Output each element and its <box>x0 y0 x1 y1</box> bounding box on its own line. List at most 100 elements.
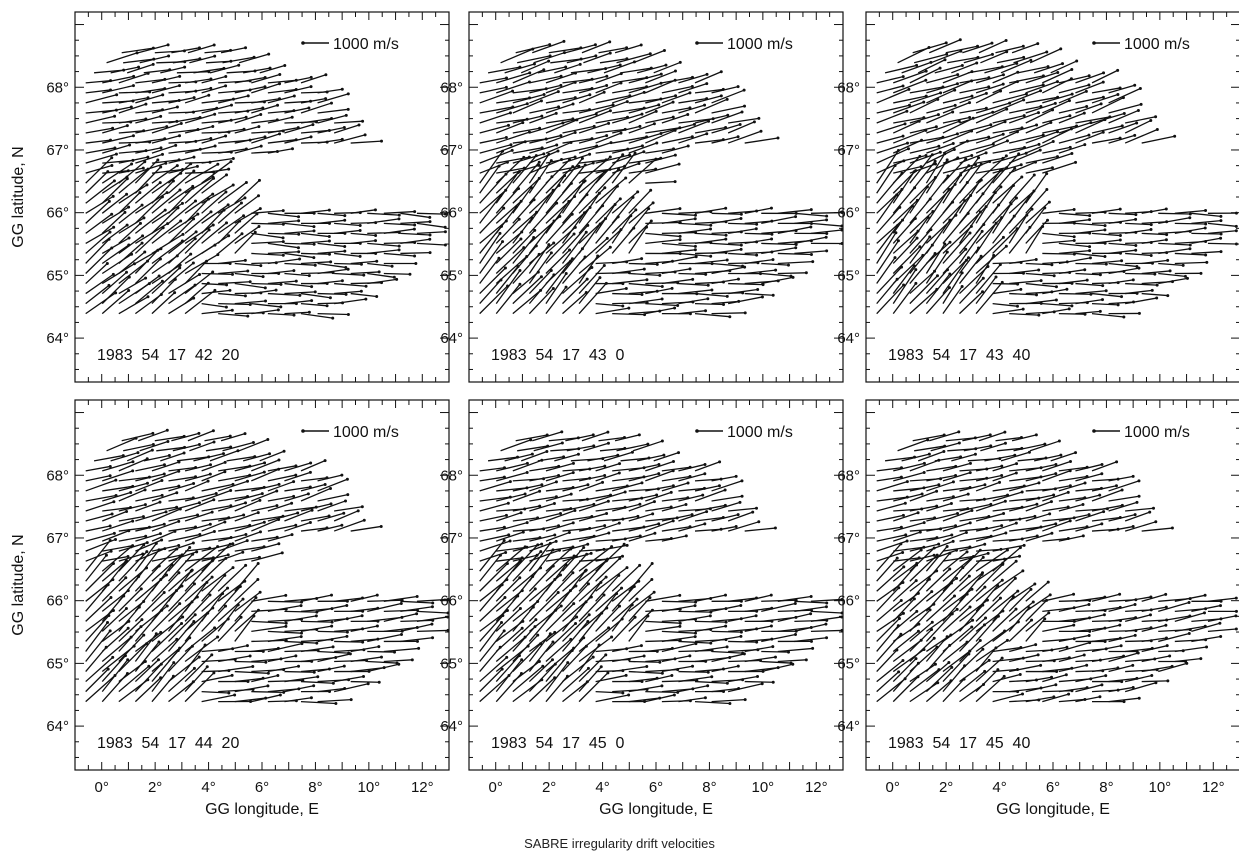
drift-vector <box>134 196 163 224</box>
vector-head <box>178 74 182 78</box>
drift-vector <box>636 64 667 74</box>
drift-vector <box>496 531 524 542</box>
drift-vector <box>1174 222 1206 225</box>
y-tick-label: 67° <box>46 142 69 159</box>
vector-head <box>551 564 555 568</box>
drift-vector <box>118 643 148 673</box>
drift-vector <box>317 494 348 502</box>
vector-head <box>606 430 610 434</box>
vector-head <box>540 483 544 487</box>
vector-head <box>999 185 1003 189</box>
vector-head <box>660 439 664 443</box>
drift-vector <box>628 615 649 642</box>
vector-head <box>538 504 542 508</box>
drift-vector <box>251 222 284 225</box>
drift-vector <box>595 587 622 612</box>
drift-vector <box>1125 297 1157 305</box>
vector-head <box>126 589 130 593</box>
drift-vector <box>529 90 559 104</box>
drift-vector <box>1174 252 1206 256</box>
vector-head <box>430 605 434 609</box>
vector-head <box>922 100 926 104</box>
drift-vector <box>205 446 231 452</box>
drift-vector <box>909 154 933 184</box>
vector-head <box>1081 502 1085 506</box>
vector-head <box>550 658 554 662</box>
vector-head <box>1100 522 1104 526</box>
vector-head <box>725 258 729 262</box>
drift-vector <box>992 197 1017 224</box>
drift-vector <box>118 192 141 214</box>
vector-head <box>145 457 149 461</box>
vector-head <box>443 225 447 229</box>
vector-head <box>342 511 346 515</box>
drift-vector <box>1058 219 1090 224</box>
vector-head <box>1074 451 1078 455</box>
drift-vector <box>416 231 446 235</box>
vector-head <box>530 452 534 456</box>
vector-head <box>508 480 512 484</box>
drift-vector <box>495 266 519 294</box>
drift-vector <box>595 506 626 512</box>
vector-head <box>504 85 508 89</box>
drift-vector <box>151 172 182 194</box>
vector-head <box>1022 114 1026 118</box>
drift-vector <box>661 76 693 84</box>
drift-vector <box>893 70 927 84</box>
vector-head <box>145 566 149 570</box>
drift-vector <box>101 176 128 194</box>
drift-vector <box>1158 248 1191 255</box>
vector-head <box>945 52 949 56</box>
y-tick-label: 67° <box>440 530 463 547</box>
vector-head <box>617 167 621 171</box>
drift-vector <box>1042 491 1069 502</box>
drift-vector <box>892 230 919 254</box>
drift-vector <box>678 463 706 472</box>
vector-head <box>331 645 335 649</box>
drift-vector <box>1158 272 1186 278</box>
drift-vector <box>201 521 226 532</box>
drift-vector <box>694 88 724 94</box>
vector-head <box>901 513 905 517</box>
drift-vector <box>317 108 349 114</box>
drift-vector <box>599 447 625 452</box>
y-tick-label: 67° <box>837 530 860 547</box>
vector-head <box>955 132 959 136</box>
drift-vector <box>267 465 297 472</box>
drift-vector <box>1042 252 1075 255</box>
drift-vector <box>595 154 624 184</box>
vector-head <box>240 232 244 236</box>
vector-head <box>209 463 213 467</box>
vector-head <box>1059 453 1063 457</box>
vector-head <box>533 625 537 629</box>
vector-head <box>518 576 522 580</box>
vector-head <box>1204 209 1208 213</box>
vector-head <box>498 645 502 649</box>
vector-head <box>129 490 133 494</box>
drift-vector <box>810 629 843 633</box>
vector-head <box>573 80 577 84</box>
vector-head <box>929 228 933 232</box>
vector-head <box>208 522 212 526</box>
drift-vector <box>184 473 211 482</box>
drift-vector <box>1025 523 1056 532</box>
vector-head <box>736 85 740 89</box>
drift-vector <box>267 604 302 612</box>
drift-vector <box>909 517 935 522</box>
drift-vector <box>645 154 676 164</box>
drift-vector <box>578 110 611 124</box>
drift-vector <box>1091 489 1123 502</box>
vector-head <box>947 187 951 191</box>
vector-head <box>1219 214 1223 218</box>
drift-vector <box>628 189 652 214</box>
drift-vector <box>528 220 555 254</box>
drift-vector <box>893 79 927 94</box>
drift-vector <box>645 180 676 184</box>
drift-vector <box>234 113 261 124</box>
drift-vector <box>85 615 110 642</box>
drift-vector <box>744 645 773 653</box>
drift-vector <box>1025 532 1053 542</box>
drift-vector <box>1108 262 1137 268</box>
drift-vector <box>496 546 527 552</box>
drift-vector <box>1008 90 1041 104</box>
